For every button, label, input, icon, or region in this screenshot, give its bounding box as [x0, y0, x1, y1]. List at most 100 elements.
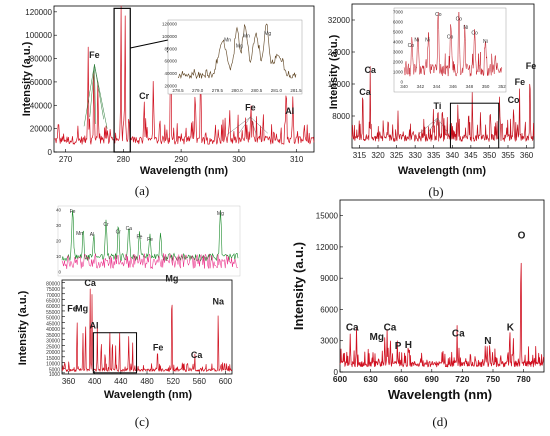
panel-c-inset-ytick: 40: [56, 208, 62, 213]
panel-d-element-label: Ca: [384, 322, 397, 333]
panel-a-inset-frame: [167, 19, 303, 95]
panel-a-inset-xtick: 281.5: [290, 88, 302, 93]
panel-a-spectrum-line: [53, 5, 315, 145]
panel-c-spectrum-line: [61, 288, 233, 372]
panel-d-element-label: H: [405, 340, 412, 351]
panel-b-inset-ytick: 1000: [393, 70, 404, 75]
panel-b-element-label: Ti: [434, 101, 442, 111]
panel-c-ytick-label: 1000: [49, 372, 60, 378]
panel-a-leader-line: [89, 64, 95, 117]
panel-a-inset-ytick: 80000: [164, 46, 177, 51]
panel-c-ytick-label: 10000: [46, 362, 60, 368]
panel-b-xtick-label: 360: [520, 151, 534, 160]
panel-c-ytick-label: 70000: [46, 293, 60, 299]
panel-b-xtick-label: 325: [390, 151, 404, 160]
panel-b-inset-element-label: Co: [471, 30, 478, 36]
panel-b-zoom-box: [449, 102, 500, 149]
panel-a-leader-line: [94, 64, 96, 124]
panel-a-leader-line: [250, 116, 268, 134]
panel-b-inset-element-label: Co: [435, 12, 442, 18]
panel-c-ytick-label: 5000: [49, 367, 60, 373]
panel-b-inset-xtick: 344: [433, 84, 441, 89]
panel-a-inset-ytick: 100000: [162, 34, 178, 39]
panel-b-xtick-label: 340: [446, 151, 460, 160]
panel-d-xtick-label: 660: [394, 374, 408, 384]
panel-b-ytick-label: 16000: [328, 80, 351, 89]
panel-b-inset-element-label: Ni: [463, 25, 468, 31]
panel-a-ytick-label: 20000: [30, 125, 53, 134]
panel-c-inset-element-label: Mn: [76, 231, 83, 237]
panel-a-inset-element-label: Mg: [236, 44, 243, 50]
panel-d-xtick-label: 750: [486, 374, 500, 384]
panel-b-inset-xtick: 340: [400, 84, 408, 89]
panel-a-zoom-connector: [130, 39, 169, 49]
panel-c-caption: (c): [135, 414, 149, 429]
panel-b-xtick-label: 320: [371, 151, 385, 160]
panel-c-ytick-label: 20000: [46, 350, 60, 356]
panel-d: 0 3000 6000 9000 12000 15000 600 630 660 690 720 7…: [291, 199, 545, 429]
panel-a-ytick-label: 40000: [30, 101, 53, 110]
panel-a-element-label: Al: [285, 106, 294, 116]
panel-c-ytick-label: 25000: [46, 344, 60, 350]
panel-c-element-label: Ca: [191, 350, 203, 360]
panel-a-element-label: Fe: [245, 102, 256, 112]
panel-b-spectrum-line: [351, 66, 535, 142]
panel-a-ytick-label: 0: [48, 148, 53, 157]
panel-a-zoom-box: [113, 7, 131, 153]
panel-c-element-label: Fe: [67, 303, 78, 313]
panel-b-element-label: Fe: [515, 77, 526, 87]
panel-a-element-label: Fe: [89, 50, 100, 60]
panel-c-ytick-label: 30000: [46, 339, 60, 345]
panel-b-inset-element-label: Co: [456, 16, 463, 22]
panel-a-leader-line: [94, 64, 104, 120]
panel-b-inset-xtick: 342: [417, 84, 425, 89]
panel-c-xtick-label: 400: [88, 377, 102, 386]
panel-b-ytick-label: 32000: [328, 16, 351, 25]
panel-a-xtick-label: 270: [59, 155, 73, 164]
panel-b-element-label: Fe: [526, 61, 537, 71]
panel-a-inset-xtick: 280.5: [251, 88, 263, 93]
panel-c-xtick-label: 520: [166, 377, 180, 386]
panel-a-leader-line: [94, 64, 108, 129]
panel-a-xtick-label: 280: [117, 155, 131, 164]
panel-c-xtick-label: 440: [114, 377, 128, 386]
panel-b-inset-ytick: 6000: [393, 20, 404, 25]
panel-c-inset-element-label: Al: [90, 232, 94, 238]
panel-c-inset-element-label: Fe: [137, 235, 143, 241]
panel-b-inset-ytick: 4000: [393, 40, 404, 45]
panel-b-xlabel: Wavelength (nm): [398, 165, 487, 177]
panel-d-xtick-label: 690: [425, 374, 439, 384]
panel-b-inset-xtick: 350: [482, 84, 490, 89]
panel-d-ytick-label: 9000: [320, 274, 338, 283]
panel-a-leader-line: [238, 116, 251, 134]
panel-d-ytick-label: 12000: [316, 243, 339, 252]
panel-d-xtick-label: 720: [455, 374, 469, 384]
panel-d-spectrum-line: [339, 262, 545, 368]
panel-b-xtick-label: 335: [427, 151, 441, 160]
panel-a-inset-ytick: 120000: [162, 22, 178, 27]
panel-b-xtick-label: 330: [408, 151, 422, 160]
panel-b-inset-element-label: Ni: [425, 37, 430, 43]
panel-c-element-label: Fe: [153, 342, 164, 352]
panel-d-element-label: K: [507, 322, 515, 333]
panel-b-element-label: Co: [508, 95, 520, 105]
panel-c-ytick-label: 45000: [46, 321, 60, 327]
panel-c-inset-ytick: 0: [58, 270, 61, 275]
panel-a-inset-ytick: 40000: [164, 71, 177, 76]
panel-c-ytick-label: 40000: [46, 327, 60, 333]
panel-b-inset-element-label: Co: [447, 35, 454, 41]
panel-a-inset-xtick: 279.5: [212, 88, 224, 93]
panel-a-inset-element-label: Mg: [264, 31, 271, 37]
panel-b-caption: (b): [428, 184, 443, 199]
panel-c-zoom-box: [92, 332, 138, 374]
panel-b-inset-ytick: 7000: [393, 10, 404, 15]
panel-c-xlabel: Wavelength (nm): [104, 389, 193, 401]
panel-d-caption: (d): [432, 414, 447, 429]
panel-a-inset-xtick: 278.5: [172, 88, 184, 93]
panel-b-inset-xtick: 352: [498, 84, 506, 89]
panel-c-ytick-label: 50000: [46, 316, 60, 322]
panel-d-xtick-label: 630: [364, 374, 378, 384]
panel-a-inset-xtick: 280.0: [231, 88, 243, 93]
panel-b-inset-element-label: Ni: [414, 37, 419, 43]
